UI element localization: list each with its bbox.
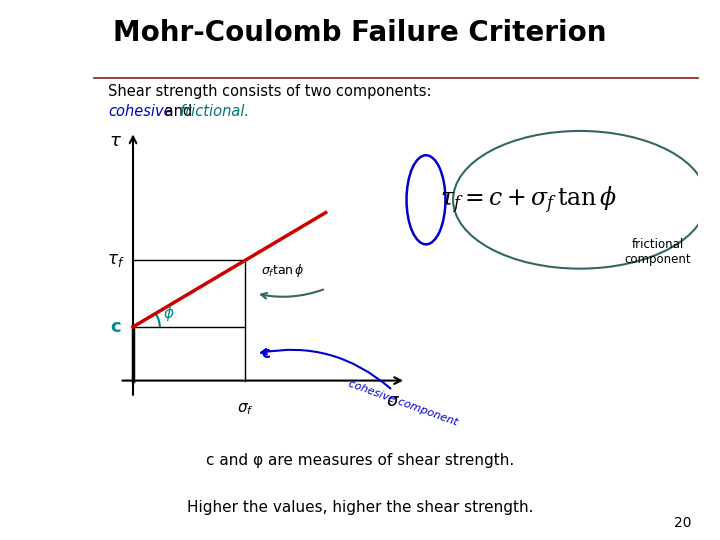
Text: and: and xyxy=(160,104,197,119)
Text: cohesive component: cohesive component xyxy=(347,378,459,427)
Text: c: c xyxy=(110,318,121,336)
Text: Shear strength consists of two components:: Shear strength consists of two component… xyxy=(108,84,431,99)
Text: $\tau_f$: $\tau_f$ xyxy=(107,251,125,269)
Text: $\tau$: $\tau$ xyxy=(109,132,122,150)
Text: frictional.: frictional. xyxy=(180,104,249,119)
Text: $\sigma$: $\sigma$ xyxy=(386,393,400,410)
Text: c: c xyxy=(261,346,271,361)
Text: cohesive: cohesive xyxy=(108,104,173,119)
Text: Higher the values, higher the shear strength.: Higher the values, higher the shear stre… xyxy=(186,500,534,515)
Text: $\phi$: $\phi$ xyxy=(163,304,175,323)
Text: $\sigma_f \tan\phi$: $\sigma_f \tan\phi$ xyxy=(261,262,305,279)
Text: $\sigma_f$: $\sigma_f$ xyxy=(237,401,253,417)
Text: Mohr-Coulomb Failure Criterion: Mohr-Coulomb Failure Criterion xyxy=(113,19,607,47)
Text: frictional
component: frictional component xyxy=(624,238,691,266)
Text: c and φ are measures of shear strength.: c and φ are measures of shear strength. xyxy=(206,453,514,468)
Text: 20: 20 xyxy=(674,516,691,530)
Text: $\tau_f = c + \sigma_f\,\tan\phi$: $\tau_f = c + \sigma_f\,\tan\phi$ xyxy=(441,184,618,215)
